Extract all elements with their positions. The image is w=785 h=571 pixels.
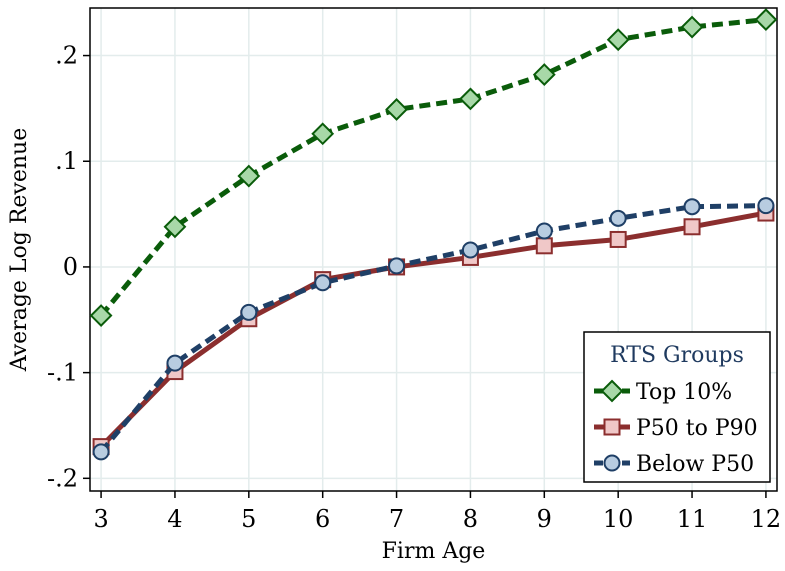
legend-label: Top 10% [636,380,732,405]
circle-marker [757,197,775,215]
legend-items: Top 10% P50 to P90 Below P50 [594,379,758,477]
x-axis-title: Firm Age [382,539,486,564]
diamond-marker [754,8,778,32]
circle-marker [240,303,258,321]
square-marker [683,218,701,236]
x-tick-label: 10 [603,505,634,533]
diamond-marker [606,28,630,52]
series-line [99,210,767,449]
circle-marker [603,454,621,472]
x-tick-label: 8 [463,505,478,533]
circle-marker [388,257,406,275]
x-tick-label: 6 [315,505,330,533]
y-tick-label: .2 [55,42,78,70]
y-tick-label: -.2 [47,464,78,492]
series-below-p50 [92,197,775,461]
axes: 3 4 5 6 7 8 9 10 11 12 -.2 -.1 0 .1 .2 [47,42,781,533]
plot-area-frame [89,7,778,492]
legend-label: Below P50 [636,452,754,477]
x-tick-label: 4 [167,505,182,533]
diamond-marker [680,15,704,39]
legend-item: Top 10% [594,379,732,405]
legend-label: P50 to P90 [636,416,758,441]
legend-item: P50 to P90 [594,416,758,441]
circle-marker [461,241,479,259]
x-tick-label: 11 [677,505,708,533]
legend-title: RTS Groups [610,343,744,368]
x-tick-label: 3 [93,505,108,533]
square-marker [609,230,627,248]
circle-marker [609,209,627,227]
diamond-marker [532,63,556,86]
circle-marker [314,274,332,292]
circle-marker [683,198,701,216]
x-tick-label: 5 [241,505,256,533]
diamond-marker [311,122,335,146]
diamond-marker [385,98,408,121]
legend-item: Below P50 [594,452,754,477]
legend: RTS Groups Top 10% P50 to P90 Below P50 [583,331,771,483]
series-group [89,8,778,461]
square-marker [535,237,553,255]
y-tick-label: -.1 [47,359,78,387]
diamond-marker [89,304,113,327]
series-line [99,203,766,454]
x-tick-label: 9 [537,505,552,533]
circle-marker [92,443,110,461]
diamond-marker [163,215,187,239]
series-top-10 [89,8,778,327]
y-axis-title: Average Log Revenue [7,128,32,373]
x-tick-label: 7 [389,505,404,533]
diamond-marker [237,164,261,188]
x-tick-label: 12 [751,505,782,533]
circle-marker [535,222,553,240]
diamond-marker [600,379,624,403]
square-marker [603,418,621,436]
y-tick-label: .1 [55,147,78,175]
y-tick-label: 0 [63,253,78,281]
circle-marker [166,354,184,372]
diamond-marker [459,87,482,111]
series-line [99,17,767,318]
